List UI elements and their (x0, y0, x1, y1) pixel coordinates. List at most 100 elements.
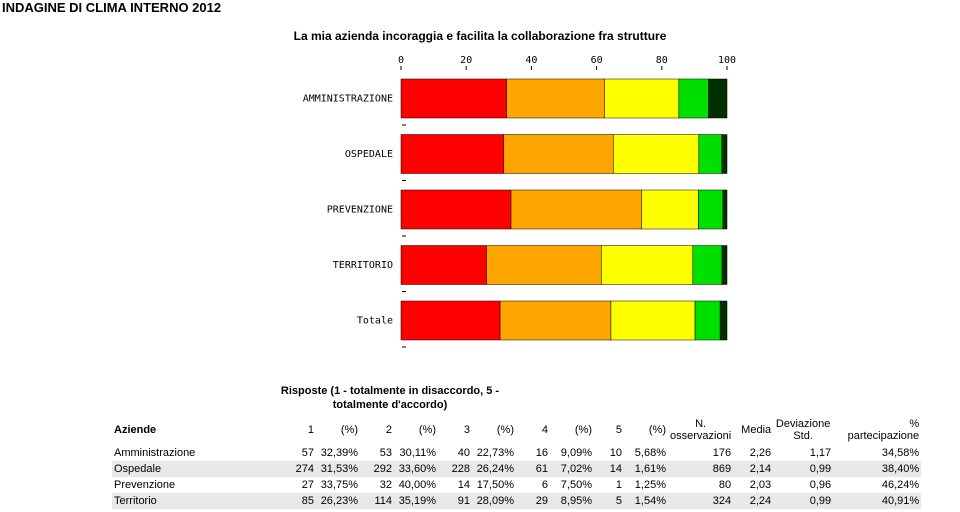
bar-segment (721, 245, 728, 285)
table-cell: 32 (379, 479, 392, 491)
x-tick-label: 20 (460, 55, 472, 66)
table-cell: Territorio (112, 493, 276, 509)
bar-segment (510, 189, 642, 230)
table-row: Amministrazione 57 32,39% 53 30,11% 40 22,73% 1… (112, 445, 921, 461)
column-header: N. osservazioni (670, 418, 732, 442)
table-cell: 46,24% (881, 479, 920, 491)
header-row: Aziende 1 (%) 2 (%) 3 (%) 4 (%) 5 (%) N. osservazio… (112, 415, 921, 445)
table-cell: 5,68% (634, 447, 666, 459)
y-tick-label: Totale (357, 316, 393, 327)
table-cell: 114 (360, 493, 394, 509)
column-header: Aziende (114, 424, 157, 436)
column-header: (%) (418, 424, 436, 436)
column-header: 1 (307, 424, 314, 436)
column-header: (%) (648, 424, 666, 436)
bar-segment (400, 78, 507, 119)
table-row: Territorio 85 26,23% 114 35,19% 91 28,09% 29 8,9… (112, 493, 922, 509)
bar-segment (698, 134, 723, 174)
bar-segment (719, 300, 728, 341)
table-cell: 40,91% (833, 493, 922, 509)
table-cell: 31,53% (316, 461, 360, 477)
bar-segment (613, 134, 700, 174)
bar-segment (708, 78, 728, 119)
table-cell: 10 (609, 447, 622, 459)
bar-segment (503, 134, 614, 174)
bar-segment (600, 245, 694, 285)
chart-title: La mia azienda incoraggia e facilita la … (293, 29, 667, 43)
table-cell: 7,50% (560, 479, 592, 491)
bar-segment (486, 245, 602, 285)
table-cell: 53 (379, 447, 392, 459)
column-header: 3 (463, 424, 470, 436)
table-cell: 26,24% (472, 461, 516, 477)
bar-segment (604, 78, 680, 119)
table-cell: 2,03 (749, 479, 772, 491)
y-tick-label: AMMINISTRAZIONE (303, 94, 393, 105)
table-cell: 14 (594, 461, 624, 477)
table-cell: 8,95% (550, 493, 594, 509)
x-tick-label: 60 (591, 55, 603, 66)
table-cell: 176 (712, 447, 732, 459)
table-cell: 40,00% (398, 479, 436, 491)
table-cell: 14 (457, 479, 470, 491)
table-cell: 34,58% (881, 447, 920, 459)
column-header: 2 (385, 424, 392, 436)
table-cell: 0,99 (773, 493, 834, 509)
column-header: (%) (340, 424, 358, 436)
table-cell: 26,23% (316, 493, 360, 509)
bar-segment (400, 300, 501, 341)
table-cell: 33,75% (320, 479, 358, 491)
column-header: 5 (615, 424, 622, 436)
table-cell: Prevenzione (114, 479, 176, 491)
x-tick-label: 80 (656, 55, 668, 66)
table-cell: 22,73% (476, 447, 514, 459)
table-cell: 2,14 (733, 461, 774, 477)
table-cell: 324 (668, 493, 734, 509)
table-cell: 5 (594, 493, 624, 509)
table-cell: 228 (438, 461, 472, 477)
y-tick-label: TERRITORIO (333, 260, 393, 271)
table-caption: Risposte (1 - totalmente in disaccordo, … (280, 385, 500, 411)
table-cell: 0,96 (809, 479, 832, 491)
column-header: % partecipazione (847, 418, 920, 442)
bar-segment (641, 189, 699, 230)
table-cell: 2,26 (749, 447, 772, 459)
table-cell: 7,02% (550, 461, 594, 477)
bar-segment (506, 78, 605, 119)
bar-segment (400, 189, 512, 230)
table-cell: 85 (276, 493, 316, 509)
bar-segment (694, 300, 721, 341)
x-tick-label: 0 (398, 55, 404, 66)
column-header: (%) (574, 424, 592, 436)
bar-segment (400, 134, 505, 174)
table-cell: 292 (360, 461, 394, 477)
bar-segment (678, 78, 709, 119)
column-header: (%) (496, 424, 514, 436)
column-header: Media (741, 424, 772, 436)
table-cell: 30,11% (399, 447, 437, 459)
column-header: 4 (541, 424, 548, 436)
table-cell: Ospedale (112, 461, 276, 477)
bar-segment (610, 300, 696, 341)
data-table: Aziende 1 (%) 2 (%) 3 (%) 4 (%) 5 (%) N. osservazio… (112, 415, 922, 509)
column-header: Deviazione Std. (775, 418, 831, 442)
table-cell: 17,50% (476, 479, 514, 491)
table-cell: 28,09% (472, 493, 516, 509)
table-cell: 27 (301, 479, 314, 491)
table-cell: 16 (535, 447, 548, 459)
table-cell: 1,25% (634, 479, 666, 491)
table-cell: 61 (516, 461, 550, 477)
table-cell: 274 (276, 461, 316, 477)
y-tick-label: OSPEDALE (345, 149, 393, 160)
chart: 0 20 40 60 80 100 AMMINISTRAZIONE OSPEDALE PREVE… (303, 55, 736, 348)
bar-segment (499, 300, 612, 341)
table-cell: 33,60% (394, 461, 438, 477)
table-row: Prevenzione 27 33,75% 32 40,00% 14 17,50% 6 7,50… (112, 477, 921, 493)
bar-segment (722, 189, 728, 230)
table-cell: 29 (516, 493, 550, 509)
table-cell: 1,17 (809, 447, 832, 459)
table-cell: 9,09% (560, 447, 592, 459)
table-cell: 0,99 (773, 461, 834, 477)
table-cell: 869 (668, 461, 734, 477)
